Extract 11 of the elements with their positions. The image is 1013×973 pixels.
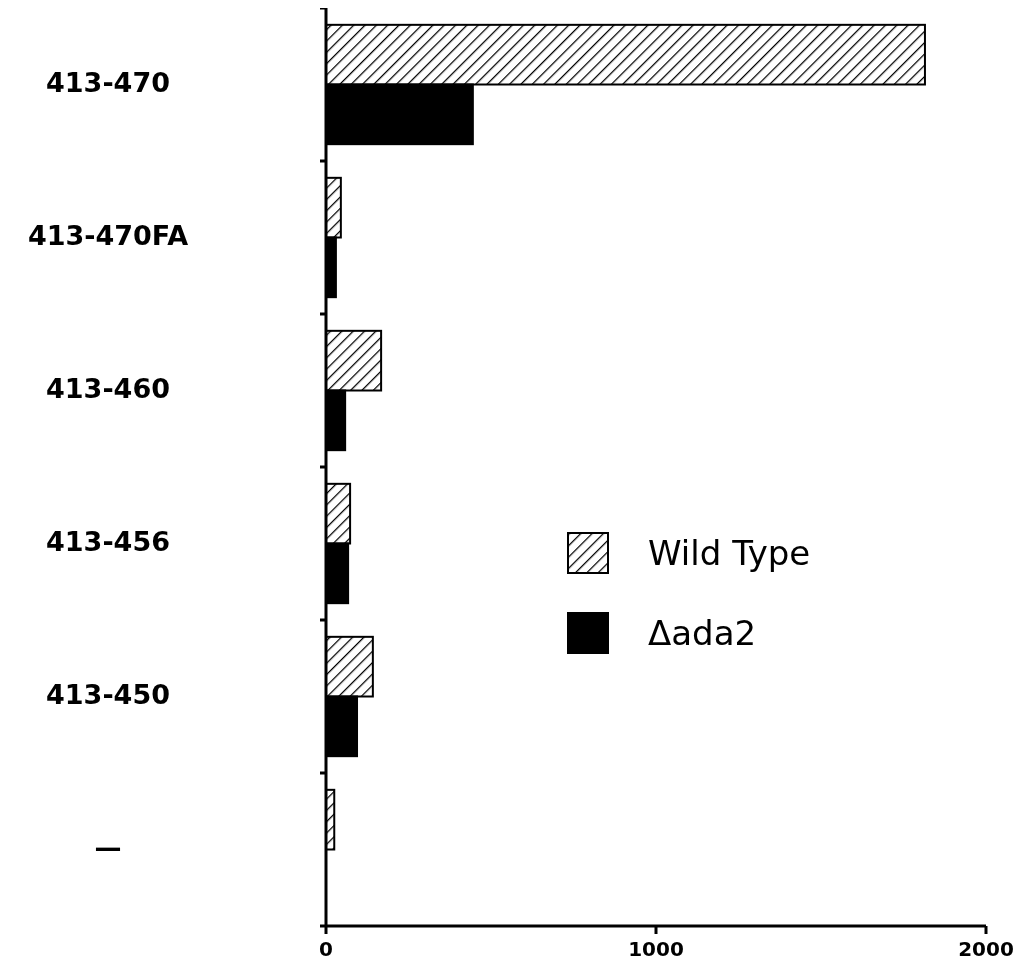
x-tick-label: 0 (319, 937, 333, 961)
y-tick-label: 413-456 (46, 526, 170, 557)
legend-label: Δada2 (648, 612, 757, 653)
x-tick-label: 2000 (958, 937, 1013, 961)
y-tick-label: 413-460 (46, 373, 170, 404)
legend-label: Wild Type (648, 532, 811, 573)
y-tick-label: 413-470 (46, 67, 170, 98)
y-tick-label: 413-470FA (27, 220, 189, 251)
x-tick-label: 1000 (628, 937, 684, 961)
y-tick-label: — (94, 832, 122, 863)
y-tick-label: 413-450 (46, 679, 170, 710)
